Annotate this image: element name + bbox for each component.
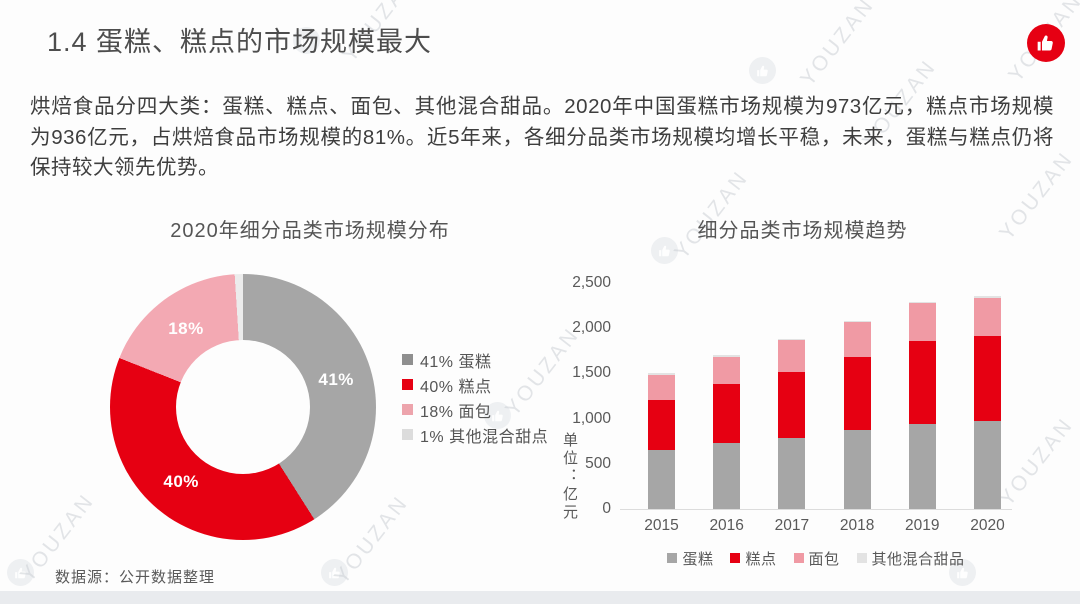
donut-legend-item: 18% 面包 bbox=[402, 397, 548, 422]
bar-legend-item: 面包 bbox=[793, 549, 840, 568]
bar-segment-蛋糕 bbox=[648, 450, 675, 509]
donut-slice-label: 40% bbox=[163, 471, 199, 491]
bar-segment-面包 bbox=[778, 339, 806, 373]
y-tick-label: 1,500 bbox=[572, 364, 611, 382]
bar-segment-蛋糕 bbox=[908, 423, 936, 509]
bar-segment-蛋糕 bbox=[713, 442, 741, 509]
bar-2016 bbox=[713, 355, 741, 509]
x-tick-label: 2015 bbox=[644, 517, 679, 534]
donut-legend-item: 1% 其他混合甜点 bbox=[402, 422, 548, 447]
watermark-logo-icon bbox=[321, 559, 348, 586]
bar-2017 bbox=[778, 338, 806, 509]
watermark-text: YOUZAN bbox=[330, 491, 414, 589]
bar-segment-糕点 bbox=[648, 399, 675, 451]
y-tick-label: 500 bbox=[585, 454, 611, 472]
bar-legend-item: 糕点 bbox=[730, 549, 777, 568]
x-tick-label: 2019 bbox=[905, 517, 940, 534]
bar-segment-面包 bbox=[908, 303, 936, 341]
legend-label: 糕点 bbox=[745, 550, 777, 568]
bar-chart-legend: 蛋糕 糕点 面包 其他混合甜品 bbox=[620, 549, 1012, 568]
bar-segment-面包 bbox=[713, 356, 741, 384]
bar-chart-title: 细分品类市场规模趋势 bbox=[697, 220, 908, 242]
thumbs-up-icon bbox=[1036, 33, 1056, 53]
donut-slice-label: 18% bbox=[168, 318, 204, 338]
y-axis-unit-label: 单位：亿元 bbox=[561, 432, 578, 522]
page-title: 1.4 蛋糕、糕点的市场规模最大 bbox=[47, 27, 433, 57]
legend-label: 40% 糕点 bbox=[420, 378, 492, 396]
bar-2019 bbox=[908, 302, 936, 509]
y-tick-label: 0 bbox=[602, 500, 611, 517]
data-source-note: 数据源：公开数据整理 bbox=[55, 569, 216, 586]
x-tick-label: 2017 bbox=[774, 517, 810, 534]
bar-segment-蛋糕 bbox=[778, 437, 806, 509]
donut-hole bbox=[176, 340, 310, 474]
x-tick-label: 2020 bbox=[970, 517, 1005, 534]
bar-legend-item: 其他混合甜品 bbox=[856, 549, 965, 568]
like-button[interactable] bbox=[1027, 24, 1065, 62]
donut-legend: 41% 蛋糕 40% 糕点 18% 面包 1% 其他混合甜点 bbox=[402, 347, 548, 447]
bar-segment-其他混合甜品 bbox=[974, 296, 1001, 299]
legend-swatch bbox=[793, 553, 804, 563]
bar-2018 bbox=[843, 320, 871, 509]
legend-label: 41% 蛋糕 bbox=[420, 353, 492, 371]
bar-segment-其他混合甜品 bbox=[713, 355, 741, 357]
bar-segment-其他混合甜品 bbox=[843, 320, 871, 322]
bar-segment-其他混合甜品 bbox=[778, 338, 806, 340]
y-tick-label: 2,000 bbox=[572, 319, 611, 337]
bar-chart-plot bbox=[620, 283, 1012, 510]
legend-label: 其他混合甜品 bbox=[871, 550, 965, 568]
watermark-logo-icon bbox=[749, 57, 776, 84]
legend-label: 面包 bbox=[808, 550, 840, 568]
legend-swatch bbox=[856, 553, 867, 563]
y-tick-label: 2,500 bbox=[572, 274, 611, 291]
bottom-strip bbox=[0, 591, 1080, 604]
bar-segment-糕点 bbox=[713, 383, 741, 443]
legend-swatch bbox=[402, 354, 413, 365]
legend-label: 蛋糕 bbox=[682, 550, 714, 568]
bar-segment-面包 bbox=[843, 321, 871, 357]
bar-2015 bbox=[648, 373, 675, 509]
bar-segment-糕点 bbox=[843, 356, 871, 430]
legend-swatch bbox=[402, 429, 413, 440]
donut-legend-item: 40% 糕点 bbox=[402, 372, 548, 397]
legend-label: 18% 面包 bbox=[420, 403, 492, 421]
bar-legend-item: 蛋糕 bbox=[667, 549, 714, 568]
watermark-text: YOUZAN bbox=[796, 0, 880, 91]
bar-segment-蛋糕 bbox=[974, 421, 1001, 509]
bar-segment-糕点 bbox=[778, 372, 806, 438]
y-tick-label: 1,000 bbox=[572, 409, 611, 427]
legend-label: 1% 其他混合甜点 bbox=[420, 428, 549, 446]
x-tick-label: 2018 bbox=[839, 517, 875, 534]
donut-slice-label: 41% bbox=[318, 369, 354, 389]
legend-swatch bbox=[402, 379, 413, 390]
donut-legend-item: 41% 蛋糕 bbox=[402, 347, 548, 372]
bar-segment-面包 bbox=[648, 374, 675, 400]
legend-swatch bbox=[402, 404, 413, 415]
bar-segment-面包 bbox=[974, 298, 1001, 337]
bar-2020 bbox=[974, 296, 1001, 509]
bar-segment-蛋糕 bbox=[843, 429, 871, 509]
bar-segment-其他混合甜品 bbox=[908, 302, 936, 304]
x-tick-label: 2016 bbox=[709, 517, 744, 534]
legend-swatch bbox=[667, 553, 678, 563]
bar-segment-糕点 bbox=[908, 340, 936, 424]
body-paragraph: 烘焙食品分四大类：蛋糕、糕点、面包、其他混合甜品。2020年中国蛋糕市场规模为9… bbox=[30, 95, 1054, 179]
bar-segment-其他混合甜品 bbox=[648, 373, 675, 375]
bar-segment-糕点 bbox=[974, 336, 1001, 422]
legend-swatch bbox=[730, 553, 741, 563]
watermark-logo-icon bbox=[7, 559, 34, 586]
donut-chart-title: 2020年细分品类市场规模分布 bbox=[170, 220, 450, 242]
donut-chart: 41% 40% 18% bbox=[110, 274, 376, 540]
